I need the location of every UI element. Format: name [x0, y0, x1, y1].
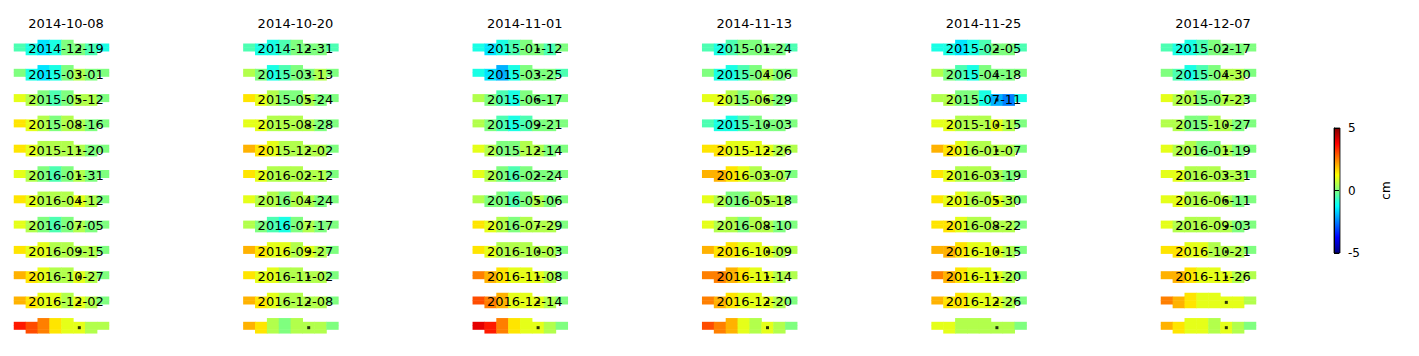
svg-text:2016-10-27: 2016-10-27	[28, 269, 104, 284]
svg-text:2016-03-31: 2016-03-31	[1175, 168, 1251, 183]
svg-text:2016-03-07: 2016-03-07	[716, 168, 792, 183]
svg-text:-5: -5	[1348, 246, 1360, 260]
svg-text:2016-09-15: 2016-09-15	[28, 244, 104, 259]
svg-text:2015-01-12: 2015-01-12	[487, 41, 563, 56]
svg-text:2016-01-19: 2016-01-19	[1175, 143, 1251, 158]
svg-text:2016-10-09: 2016-10-09	[716, 244, 792, 259]
svg-text:2016-08-10: 2016-08-10	[716, 218, 792, 233]
svg-text:2015-05-24: 2015-05-24	[258, 92, 334, 107]
svg-text:2015-03-01: 2015-03-01	[28, 67, 104, 82]
svg-text:2015-01-24: 2015-01-24	[716, 41, 792, 56]
svg-text:2016-12-20: 2016-12-20	[716, 294, 792, 309]
svg-text:2016-01-31: 2016-01-31	[28, 168, 104, 183]
svg-text:2016-06-11: 2016-06-11	[1175, 193, 1251, 208]
svg-text:2015-04-06: 2015-04-06	[716, 67, 792, 82]
svg-text:2015-12-26: 2015-12-26	[716, 143, 792, 158]
svg-text:2016-10-21: 2016-10-21	[1175, 244, 1251, 259]
svg-text:cm: cm	[1379, 181, 1393, 199]
svg-text:2016-10-15: 2016-10-15	[946, 244, 1022, 259]
svg-text:2016-11-20: 2016-11-20	[946, 269, 1022, 284]
svg-text:2016-10-03: 2016-10-03	[487, 244, 563, 259]
svg-text:2016-11-26: 2016-11-26	[1175, 269, 1251, 284]
svg-text:2015-06-17: 2015-06-17	[487, 92, 563, 107]
svg-text:2015-09-21: 2015-09-21	[487, 117, 563, 132]
svg-text:2015-06-29: 2015-06-29	[716, 92, 792, 107]
svg-text:2016-05-18: 2016-05-18	[716, 193, 792, 208]
svg-text:2015-08-16: 2015-08-16	[28, 117, 104, 132]
svg-text:2016-05-06: 2016-05-06	[487, 193, 563, 208]
svg-text:2016-09-27: 2016-09-27	[258, 244, 334, 259]
svg-text:0: 0	[1348, 184, 1356, 198]
svg-text:2016-04-12: 2016-04-12	[28, 193, 104, 208]
svg-text:2015-02-05: 2015-02-05	[946, 41, 1022, 56]
svg-text:2015-04-30: 2015-04-30	[1175, 67, 1251, 82]
svg-text:2016-12-02: 2016-12-02	[28, 294, 104, 309]
svg-text:2016-12-14: 2016-12-14	[487, 294, 563, 309]
svg-text:2014-12-31: 2014-12-31	[258, 41, 334, 56]
svg-text:2014-11-25: 2014-11-25	[946, 16, 1022, 31]
svg-text:2016-09-03: 2016-09-03	[1175, 218, 1251, 233]
svg-text:2016-07-17: 2016-07-17	[258, 218, 334, 233]
svg-text:2016-11-02: 2016-11-02	[258, 269, 334, 284]
svg-text:2014-12-07: 2014-12-07	[1175, 16, 1251, 31]
svg-text:2015-03-13: 2015-03-13	[258, 67, 334, 82]
svg-text:2016-04-24: 2016-04-24	[258, 193, 334, 208]
svg-text:2015-07-11: 2015-07-11	[946, 92, 1022, 107]
svg-text:2014-10-08: 2014-10-08	[28, 16, 104, 31]
svg-text:2015-12-14: 2015-12-14	[487, 143, 563, 158]
svg-text:2016-11-08: 2016-11-08	[487, 269, 563, 284]
svg-text:2016-07-29: 2016-07-29	[487, 218, 563, 233]
svg-text:2014-11-13: 2014-11-13	[716, 16, 792, 31]
svg-text:2015-02-17: 2015-02-17	[1175, 41, 1251, 56]
svg-text:2016-02-12: 2016-02-12	[258, 168, 334, 183]
svg-text:2016-07-05: 2016-07-05	[28, 218, 104, 233]
svg-text:2015-10-15: 2015-10-15	[946, 117, 1022, 132]
svg-text:2015-10-27: 2015-10-27	[1175, 117, 1251, 132]
svg-text:2015-05-12: 2015-05-12	[28, 92, 104, 107]
svg-text:2016-12-08: 2016-12-08	[258, 294, 334, 309]
svg-text:2016-05-30: 2016-05-30	[946, 193, 1022, 208]
svg-text:2015-11-20: 2015-11-20	[28, 143, 104, 158]
svg-text:2016-01-07: 2016-01-07	[946, 143, 1022, 158]
svg-text:5: 5	[1348, 121, 1356, 135]
svg-text:2016-03-19: 2016-03-19	[946, 168, 1022, 183]
svg-text:2015-07-23: 2015-07-23	[1175, 92, 1251, 107]
svg-text:2016-11-14: 2016-11-14	[716, 269, 792, 284]
svg-text:2015-12-02: 2015-12-02	[258, 143, 334, 158]
svg-text:2016-12-26: 2016-12-26	[946, 294, 1022, 309]
svg-text:2015-04-18: 2015-04-18	[946, 67, 1022, 82]
svg-text:2014-11-01: 2014-11-01	[487, 16, 563, 31]
svg-text:2015-10-03: 2015-10-03	[716, 117, 792, 132]
svg-text:2015-03-25: 2015-03-25	[487, 67, 563, 82]
svg-text:2014-12-19: 2014-12-19	[28, 41, 104, 56]
svg-text:2015-08-28: 2015-08-28	[258, 117, 334, 132]
svg-text:2016-08-22: 2016-08-22	[946, 218, 1022, 233]
svg-text:2014-10-20: 2014-10-20	[258, 16, 334, 31]
svg-text:2016-02-24: 2016-02-24	[487, 168, 563, 183]
